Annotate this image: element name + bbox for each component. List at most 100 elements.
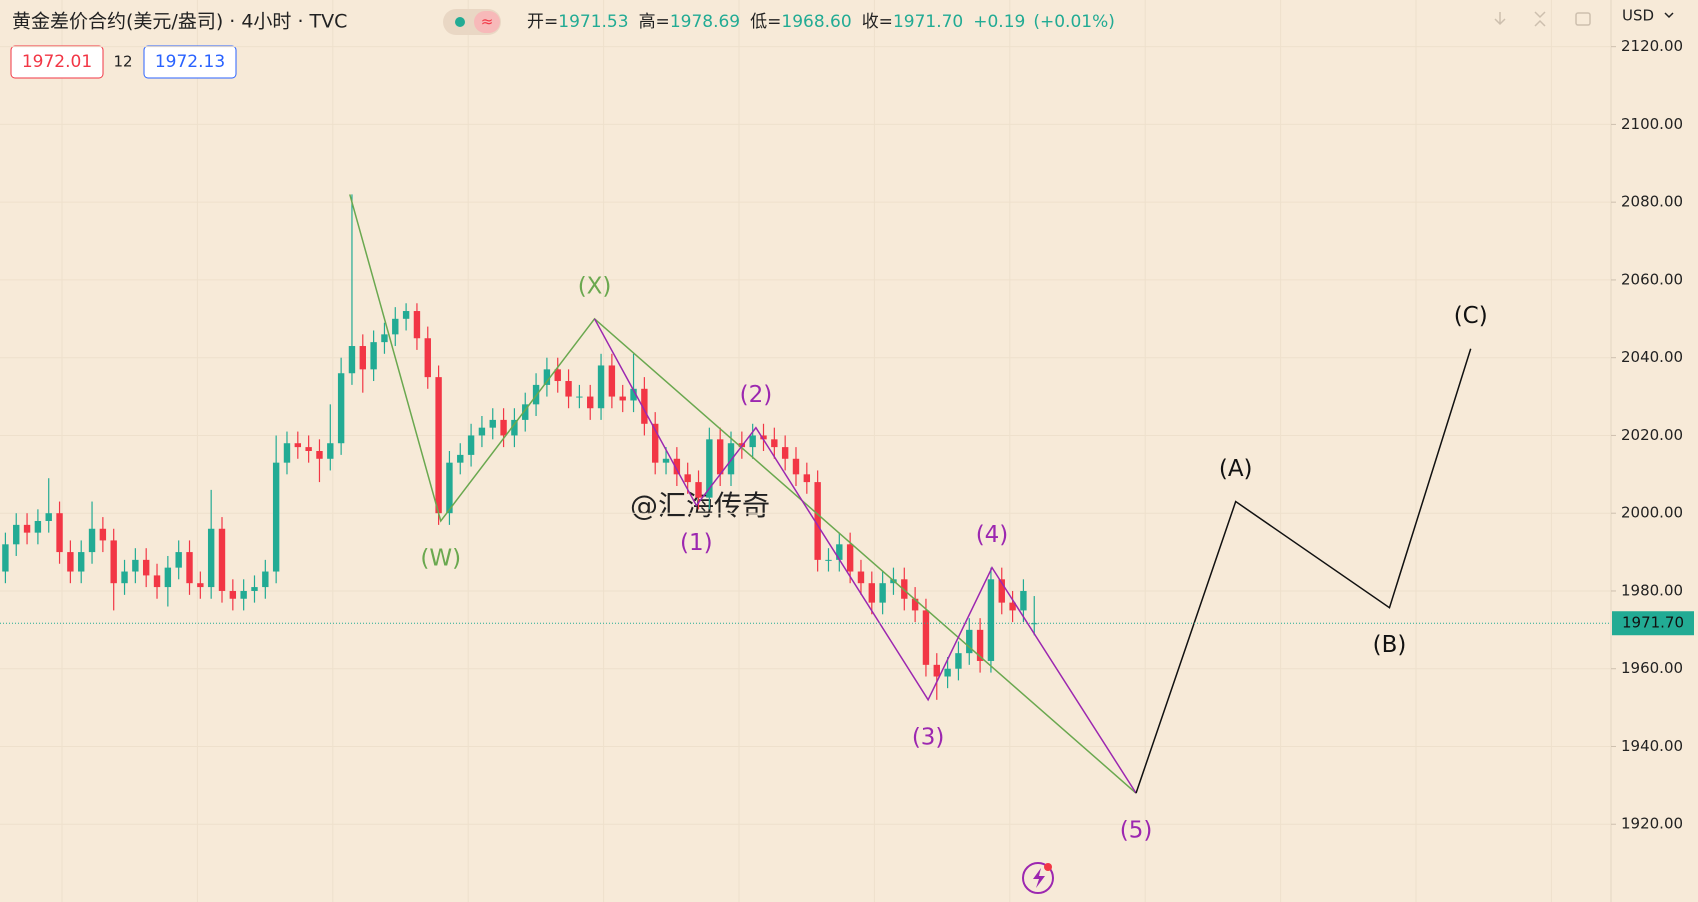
candle-body [716,439,724,475]
ohlc-label: 低= [750,12,781,32]
toolbar-icon[interactable] [1494,12,1506,26]
candle-body [153,575,161,588]
ohlc-label: 收= [862,12,893,32]
candle-body [110,540,117,584]
candle-body [413,311,421,339]
candle-body [814,482,821,560]
bid-box[interactable] [10,45,104,79]
candle-body [99,528,107,541]
candle-body [781,447,789,459]
candle-body [911,598,919,611]
candle-body [771,439,778,448]
candle-body [467,435,475,455]
y-tick-label: 2080.00 [1621,193,1683,211]
wave-label: (A) [1219,456,1253,482]
candle-body [446,462,453,514]
candle-body [359,346,366,370]
candle-body [868,583,875,603]
notification-dot [1044,863,1052,871]
currency[interactable]: USD [1622,7,1654,25]
ask-price: 1972.13 [155,52,225,72]
candle-body [175,552,182,568]
candle-body [229,590,237,599]
candle-body [251,587,258,591]
candle-body [641,388,648,424]
candle-body [142,559,150,576]
ohlc-value: 1968.60 [781,12,851,32]
candle-body [327,443,334,459]
candle-body [197,583,204,588]
wave-label: (B) [1373,632,1407,658]
wave-label: (4) [976,522,1009,548]
candle-body [2,544,9,572]
wave-label: (3) [912,724,945,750]
candle-body [370,342,377,370]
candle-body [792,458,800,475]
candle-body [619,396,626,401]
candle-body [392,318,399,335]
candle-body [240,590,247,599]
flash-icon[interactable] [1022,862,1054,894]
candle-body [879,583,886,603]
candle-body [706,439,713,498]
wave-label: (2) [740,382,773,408]
candle-body [587,396,594,409]
candle-body [901,579,908,599]
candle-body [218,528,226,591]
candle-body [522,404,529,420]
chart-title: 黄金差价合约(美元/盎司) · 4小时 · TVC [12,11,347,33]
candle-body [500,419,507,436]
market-open-dot [455,17,465,27]
candle-body [955,653,962,669]
candle-body [435,377,442,514]
candle-body [262,571,269,588]
spread: 12 [113,53,132,71]
ohlc-value: 1971.70 [893,12,963,32]
candle-body [846,544,854,572]
candle-body [565,381,572,397]
candle-body [803,474,811,483]
vertical-grid [61,0,1552,902]
candle-body [608,365,616,397]
candle-body [67,552,74,572]
last-price-label: 1971.70 [1622,614,1684,632]
change-pct: (+0.01%) [1033,12,1115,32]
ohlc-value: 1978.69 [670,12,740,32]
candle-body [23,524,31,533]
toolbar-icon[interactable] [1575,12,1591,26]
wave-label: (X) [578,273,612,299]
candle-body [78,552,85,572]
candle-body [88,528,96,553]
y-tick-label: 2100.00 [1621,115,1683,133]
candle-body [727,443,735,475]
candle-body [976,629,984,661]
wave-line [593,318,1137,794]
candle-body [543,369,551,385]
candle-body [424,338,431,378]
y-tick-label: 1920.00 [1621,815,1683,833]
toolbar-icon[interactable] [1534,11,1546,27]
y-tick-label: 1980.00 [1621,581,1683,599]
candle-body [457,454,464,463]
y-tick-label: 1940.00 [1621,737,1683,755]
candle-body [489,419,496,428]
candle-body [164,567,172,588]
candle-body [652,423,659,463]
candle-body [45,513,52,521]
y-tick-label: 2120.00 [1621,37,1683,55]
bid-price: 1972.01 [22,52,92,72]
candle-body [944,668,951,677]
candle-body [34,520,42,533]
wave-label: (1) [680,530,713,556]
candle-body [630,388,637,401]
candle-body [760,435,767,440]
candle-body [749,435,756,448]
ask-box[interactable] [143,45,237,79]
y-tick-label: 2020.00 [1621,426,1683,444]
candle-body [305,447,312,451]
y-tick-label: 2000.00 [1621,504,1683,522]
candle-body [511,419,518,436]
candle-body [695,482,702,498]
